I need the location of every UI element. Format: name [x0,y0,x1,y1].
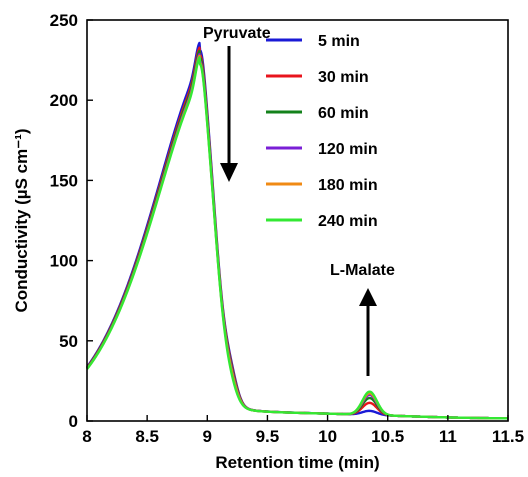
x-tick-label: 11.5 [492,427,524,446]
x-tick-label: 9.5 [256,427,280,446]
y-tick-label: 50 [59,332,78,351]
annotation-pyruvate: Pyruvate [203,25,271,42]
legend-label-1: 30 min [318,69,369,86]
annotation-l-malate: L-Malate [330,262,395,279]
series-line-0 [86,41,509,420]
x-tick-label: 10.5 [371,427,404,446]
y-tick-label: 150 [50,171,78,190]
plot-frame [86,19,509,422]
y-axis-title: Conductivity (µS cm⁻¹) [12,128,31,312]
series-line-2 [86,49,509,420]
x-tick-label: 9 [203,427,212,446]
malate-arrow-head [359,288,377,306]
legend: 5 min 30 min 60 min 120 min 180 min 240 min [266,33,378,230]
legend-label-0: 5 min [318,33,360,50]
x-tick-label: 10 [318,427,337,446]
x-axis-title: Retention time (min) [215,453,379,472]
series-line-3 [86,52,509,420]
x-tick-label: 11 [439,427,457,446]
series-line-1 [86,46,509,420]
annotation-arrows [220,46,377,376]
legend-label-3: 120 min [318,141,378,158]
y-tick-label: 0 [69,412,78,431]
series-line-4 [86,54,509,420]
series-line-5 [86,56,509,420]
pyruvate-arrow-head [220,163,238,182]
legend-label-2: 60 min [318,105,369,122]
legend-label-4: 180 min [318,177,378,194]
y-tick-label: 200 [50,91,78,110]
legend-label-5: 240 min [318,213,378,230]
y-tick-label: 100 [50,252,78,271]
x-tick-label: 8 [82,427,91,446]
x-tick-label: 8.5 [135,427,159,446]
axis-ticks: 8 8.5 9 9.5 10 10.5 11 11.5 0 50 100 150 200 250 [50,11,524,446]
y-tick-label: 250 [50,11,78,30]
series-curves [86,41,509,420]
